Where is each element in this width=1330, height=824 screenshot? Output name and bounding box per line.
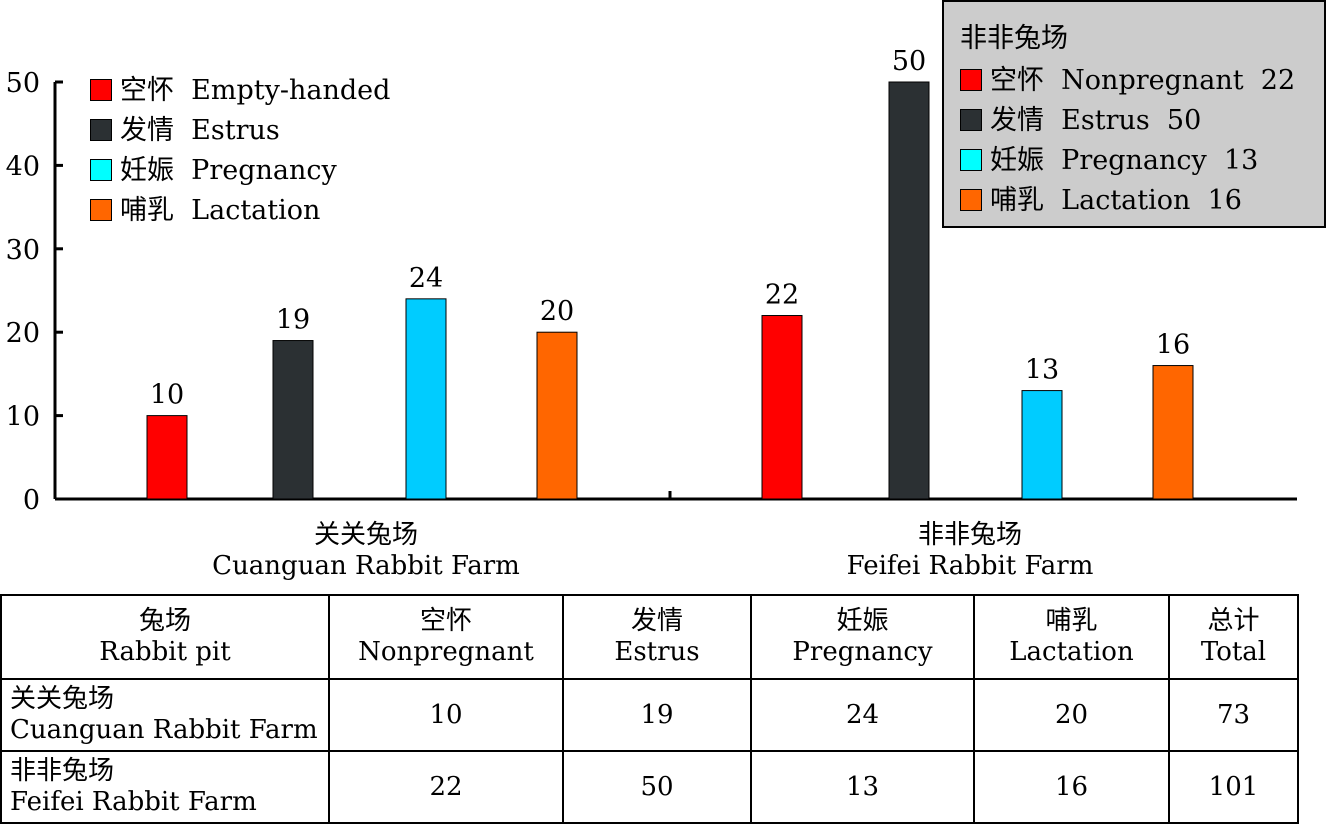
bar [1152, 365, 1194, 500]
legend-swatch [90, 159, 112, 181]
data-label: 22 [765, 280, 799, 311]
legend-cn: 发情 [120, 115, 174, 146]
legend-cn: 空怀 [990, 65, 1044, 96]
table-cell: 101 [1168, 750, 1299, 824]
legend-swatch [90, 199, 112, 221]
table-cell: 19 [562, 678, 752, 752]
legend-swatch [960, 189, 982, 211]
legend-swatch [90, 119, 112, 141]
legend-en: Estrus [1061, 105, 1150, 136]
y-tick-label: 20 [6, 318, 40, 349]
row-label: 关关兔场 Cuanguan Rabbit Farm [0, 678, 330, 752]
legend-en: Lactation [191, 195, 321, 226]
data-label: 19 [276, 305, 310, 336]
bar [761, 315, 803, 500]
legend-en: Pregnancy [191, 155, 337, 186]
table-header-row: 兔场 Rabbit pit 空怀 Nonpregnant 发情 Estrus 妊娠 Pr… [0, 594, 1299, 680]
header-cell: 妊娠 Pregnancy [750, 594, 975, 680]
legend-cn: 空怀 [120, 75, 174, 106]
legend-en: Estrus [191, 115, 280, 146]
legend-value: 13 [1223, 145, 1259, 176]
legend-item: 空怀 Nonpregnant 22 [960, 66, 1295, 96]
legend-value: 50 [1166, 105, 1202, 136]
legend-en: Lactation [1061, 185, 1191, 216]
legend-swatch [90, 79, 112, 101]
legend-en: Empty-handed [191, 75, 391, 106]
legend-item: 空怀 Empty-handed [90, 76, 390, 106]
data-label: 50 [892, 46, 926, 77]
header-cell: 总计 Total [1168, 594, 1299, 680]
legend-cn: 妊娠 [120, 155, 174, 186]
table-cell: 50 [562, 750, 752, 824]
bar [146, 415, 188, 500]
legend-swatch [960, 149, 982, 171]
category-label: 非非兔场 Feifei Rabbit Farm [720, 520, 1220, 582]
category-en: Feifei Rabbit Farm [846, 551, 1094, 581]
legend-en: Pregnancy [1061, 145, 1207, 176]
y-tick-label: 0 [23, 485, 40, 516]
bar [1021, 390, 1063, 500]
data-label: 10 [150, 380, 184, 411]
legend-cn: 发情 [990, 105, 1044, 136]
data-label: 20 [540, 296, 574, 327]
legend-item: 妊娠 Pregnancy [90, 156, 337, 186]
bar [888, 81, 930, 500]
data-label: 24 [409, 263, 443, 294]
legend-item: 发情 Estrus [90, 116, 280, 146]
legend-cn: 哺乳 [990, 185, 1044, 216]
data-table: 兔场 Rabbit pit 空怀 Nonpregnant 发情 Estrus 妊娠 Pr… [0, 594, 1299, 824]
header-cell: 空怀 Nonpregnant [328, 594, 564, 680]
row-label: 非非兔场 Feifei Rabbit Farm [0, 750, 330, 824]
category-cn: 关关兔场 [313, 520, 418, 550]
table-cell: 73 [1168, 678, 1299, 752]
legend-item: 妊娠 Pregnancy 13 [960, 146, 1258, 176]
category-label: 关关兔场 Cuanguan Rabbit Farm [116, 520, 616, 582]
header-cell: 哺乳 Lactation [973, 594, 1170, 680]
table-cell: 22 [328, 750, 564, 824]
category-cn: 非非兔场 [917, 520, 1022, 550]
data-label: 13 [1025, 355, 1059, 386]
bar-chart: 0 10 20 30 40 50 10 22 19 50 24 13 20 16 [6, 46, 1297, 516]
y-tick-label: 30 [6, 235, 40, 266]
legend-en: Nonpregnant [1061, 65, 1244, 96]
y-tick-label: 40 [6, 151, 40, 182]
table-cell: 16 [973, 750, 1170, 824]
legend-cn: 妊娠 [990, 145, 1044, 176]
table-row: 关关兔场 Cuanguan Rabbit Farm 10 19 24 20 73 [0, 678, 1299, 752]
legend-cn: 哺乳 [120, 195, 174, 226]
legend-value: 22 [1260, 65, 1296, 96]
table-cell: 20 [973, 678, 1170, 752]
table-cell: 13 [750, 750, 975, 824]
bar [536, 331, 578, 500]
legend-right-box: 非非兔场 空怀 Nonpregnant 22 发情 Estrus 50 妊娠 P… [942, 0, 1326, 228]
bar [272, 340, 314, 500]
category-en: Cuanguan Rabbit Farm [212, 551, 520, 581]
legend-swatch [960, 109, 982, 131]
y-tick-label: 50 [6, 68, 40, 99]
legend-title: 非非兔场 [960, 23, 1068, 54]
legend-item: 发情 Estrus 50 [960, 106, 1201, 136]
data-label: 16 [1156, 330, 1190, 361]
legend-item: 哺乳 Lactation 16 [960, 186, 1242, 216]
header-cell: 发情 Estrus [562, 594, 752, 680]
table-row: 非非兔场 Feifei Rabbit Farm 22 50 13 16 101 [0, 750, 1299, 824]
y-tick-label: 10 [6, 402, 40, 433]
header-cell: 兔场 Rabbit pit [0, 594, 330, 680]
legend-value: 16 [1207, 185, 1242, 216]
table-cell: 24 [750, 678, 975, 752]
legend-item: 哺乳 Lactation [90, 196, 320, 226]
table-cell: 10 [328, 678, 564, 752]
bar [405, 298, 447, 500]
legend-swatch [960, 69, 982, 91]
